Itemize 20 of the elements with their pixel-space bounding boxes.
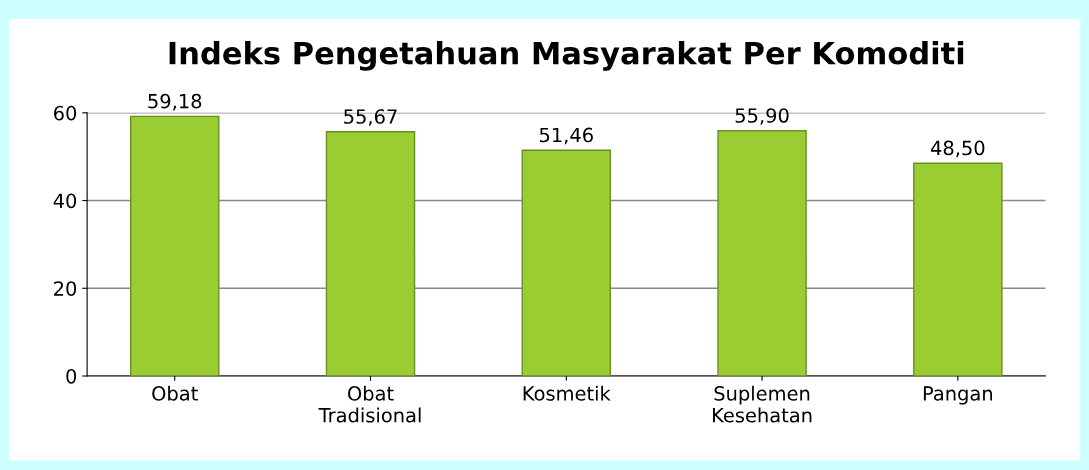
x-tick-label: Pangan xyxy=(923,386,993,405)
chart-title: Indeks Pengetahuan Masyarakat Per Komoditi xyxy=(169,40,964,71)
bar xyxy=(325,131,416,376)
y-tick-label: 60 xyxy=(54,105,77,121)
data-label: 55,67 xyxy=(344,109,397,126)
data-label: 59,18 xyxy=(148,93,202,111)
y-tick-label: 20 xyxy=(54,281,77,296)
x-tick-label: Suplemen Kesehatan xyxy=(712,385,812,423)
bar xyxy=(521,149,612,376)
y-tick-label: 40 xyxy=(53,193,77,209)
x-tick-label: Kosmetik xyxy=(523,385,611,401)
x-tick-label: Obat Tradisional xyxy=(318,385,421,423)
y-tick-label: 0 xyxy=(66,368,77,384)
bar xyxy=(129,115,220,376)
x-tick-label: Obat xyxy=(152,385,198,401)
data-label: 51,46 xyxy=(539,127,593,145)
bar xyxy=(913,162,1003,376)
bar xyxy=(717,130,807,376)
data-label: 48,50 xyxy=(930,140,985,158)
data-label: 55,90 xyxy=(735,108,789,125)
